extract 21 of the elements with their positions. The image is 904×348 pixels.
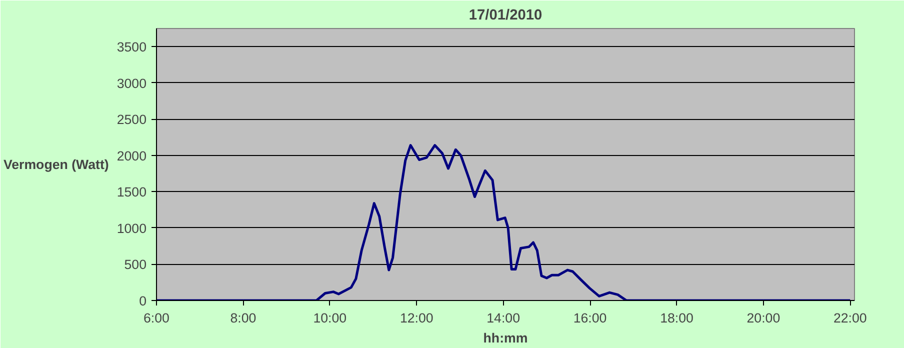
x-tick-label: 14:00 — [486, 310, 520, 326]
y-tick-label: 2000 — [116, 148, 147, 164]
y-tick-label: 3000 — [116, 76, 147, 91]
x-tick-label: 8:00 — [230, 310, 256, 326]
chart-title: 17/01/2010 — [468, 8, 542, 24]
y-tick-label: 1500 — [116, 184, 147, 200]
x-tick-label: 18:00 — [660, 310, 694, 326]
x-tick-label: 22:00 — [833, 310, 867, 326]
y-tick-label: 500 — [124, 257, 147, 272]
x-axis-title: hh:mm — [483, 330, 528, 346]
line-series — [156, 144, 852, 300]
y-tick-label: 0 — [139, 294, 147, 308]
x-tick-label: 10:00 — [313, 310, 347, 326]
x-tick-label: 16:00 — [573, 310, 607, 326]
x-tick-label: 12:00 — [400, 310, 434, 326]
y-tick-label: 1000 — [116, 220, 147, 236]
x-tick-label: 20:00 — [746, 310, 780, 326]
y-tick-label: 3500 — [116, 40, 147, 55]
y-tick-label: 2500 — [116, 112, 147, 128]
y-axis-title: Vermogen (Watt) — [3, 157, 109, 172]
x-tick-label: 6:00 — [144, 310, 170, 326]
